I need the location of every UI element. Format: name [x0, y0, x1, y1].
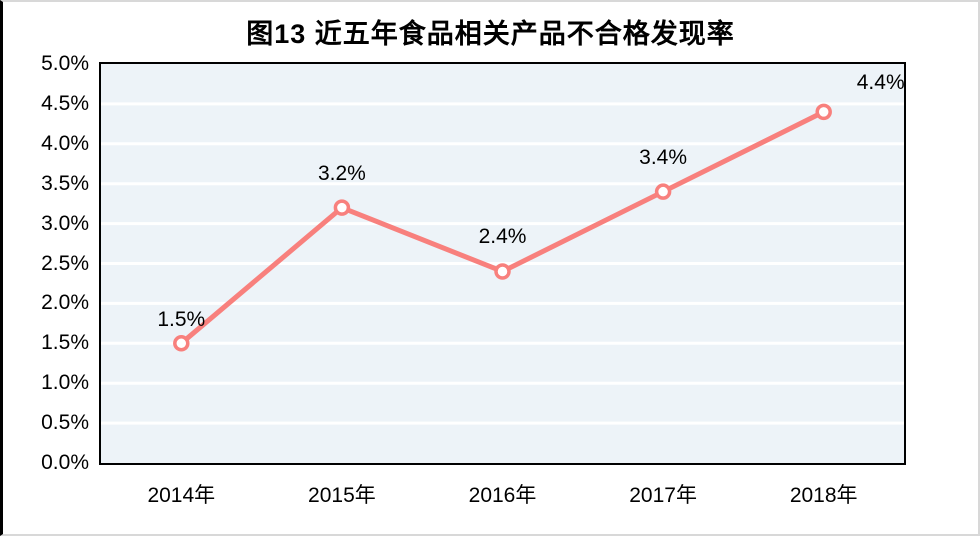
y-tick-label: 2.5% — [41, 251, 89, 275]
y-tick-label: 1.0% — [41, 371, 89, 395]
y-tick-label: 0.0% — [41, 451, 89, 474]
data-line — [178, 109, 827, 346]
y-tick-label: 4.5% — [41, 91, 89, 115]
data-point-marker[interactable] — [494, 263, 511, 280]
y-tick-label: 1.5% — [41, 331, 89, 355]
data-point-marker[interactable] — [815, 103, 832, 121]
plot-area — [99, 62, 906, 465]
data-point-marker[interactable] — [333, 199, 351, 216]
x-tick-label: 2016年 — [468, 484, 537, 507]
data-point-marker[interactable] — [654, 183, 672, 200]
y-tick-label: 5.0% — [41, 52, 89, 75]
y-tick-label: 0.5% — [41, 411, 89, 435]
chart-title: 图13 近五年食品相关产品不合格发现率 — [246, 19, 735, 49]
y-tick-label: 4.0% — [41, 131, 89, 155]
data-point-marker[interactable] — [173, 335, 190, 352]
y-tick-label: 2.0% — [41, 291, 89, 315]
y-tick-label: 3.5% — [41, 171, 89, 195]
x-tick-label: 2018年 — [789, 484, 858, 507]
line-chart-canvas — [101, 102, 904, 425]
x-tick-label: 2015年 — [308, 484, 376, 507]
x-tick-label: 2017年 — [629, 484, 697, 507]
y-tick-label: 3.0% — [41, 211, 89, 235]
x-tick-label: 2014年 — [147, 484, 216, 507]
